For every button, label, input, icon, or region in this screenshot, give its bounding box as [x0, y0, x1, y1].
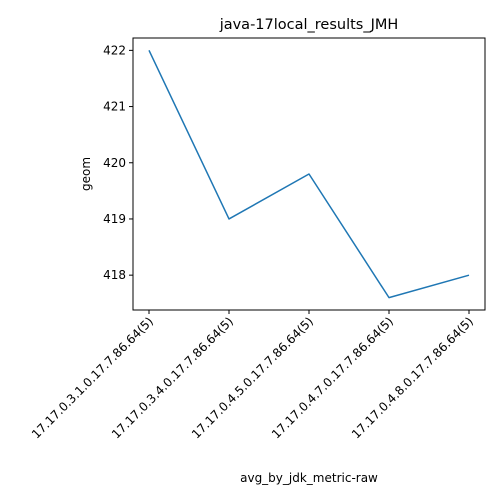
x-axis-label: avg_by_jdk_metric-raw	[240, 471, 378, 485]
y-axis-label: geom	[79, 157, 93, 191]
series-line	[148, 50, 470, 299]
y-tick-label: 421	[103, 100, 126, 114]
y-tick-label: 422	[103, 43, 126, 57]
chart-title: java-17local_results_JMH	[219, 17, 399, 33]
axes-frame	[132, 37, 486, 311]
plot-area	[148, 50, 470, 299]
y-tick-label: 419	[103, 212, 126, 226]
y-tick-label: 420	[103, 156, 126, 170]
y-tick-label: 418	[103, 268, 126, 282]
y-axis: 418 419 420 421 422	[103, 43, 133, 282]
